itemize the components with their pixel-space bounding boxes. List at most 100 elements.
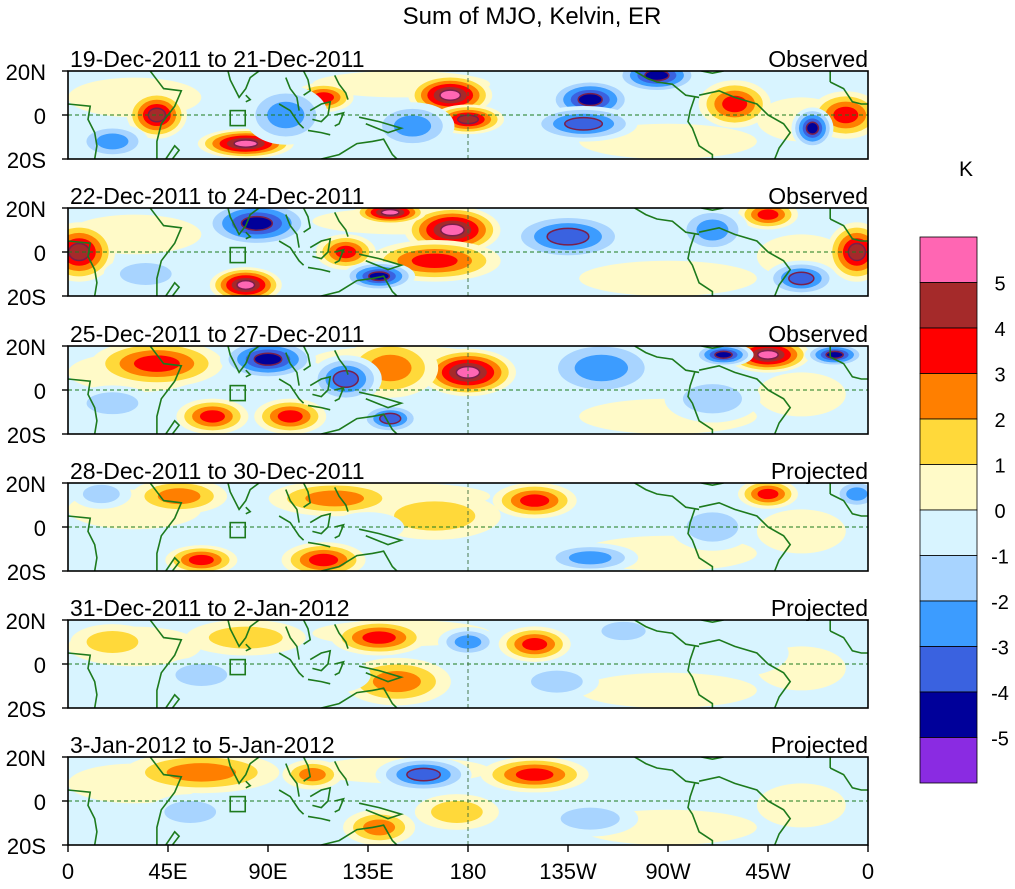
coastline — [358, 665, 404, 683]
colorbar-swatch — [919, 555, 978, 602]
coastline — [307, 404, 331, 411]
coastline — [687, 97, 714, 159]
colorbar-level-label: 1 — [994, 456, 1005, 478]
coastline — [634, 483, 700, 511]
panel-date-range: 31-Dec-2011 to 2-Jan-2012 — [70, 595, 350, 621]
anomaly-contour — [757, 349, 779, 360]
coastline — [687, 234, 714, 296]
colorbar-swatch — [919, 737, 978, 784]
colorbar-level-label: 2 — [994, 410, 1005, 432]
panel-date-range: 19-Dec-2011 to 21-Dec-2011 — [70, 46, 365, 72]
lon-tick-label: 135W — [539, 859, 597, 884]
anomaly-contour — [188, 554, 214, 566]
coastline — [829, 81, 868, 105]
coastline — [302, 757, 312, 782]
coastline — [285, 489, 300, 523]
lat-tick-label: 0 — [34, 653, 46, 678]
coastline — [302, 483, 312, 508]
coastline — [278, 103, 305, 129]
panel-status: Projected — [771, 595, 868, 621]
anomaly-contour — [825, 350, 844, 359]
panel-status: Observed — [768, 46, 868, 72]
anomaly-contour — [682, 384, 742, 414]
coastline — [302, 620, 312, 645]
lat-tick-label: 0 — [34, 790, 46, 815]
coastline — [334, 797, 345, 813]
anomaly-contour — [166, 763, 236, 782]
colorbar-level-label: -1 — [991, 547, 1009, 569]
colorbar-swatch — [919, 282, 978, 329]
coastline — [358, 116, 404, 134]
lat-tick-label: 20N — [6, 335, 46, 360]
lon-tick-label: 0 — [62, 859, 74, 884]
coastline — [307, 678, 331, 685]
coastline — [634, 208, 700, 236]
lat-tick-label: 20S — [7, 697, 46, 722]
anomaly-contour — [601, 621, 646, 641]
coastline — [165, 693, 181, 708]
coastline — [307, 129, 331, 136]
coastline — [309, 237, 332, 260]
coastline — [687, 509, 714, 571]
coastline — [307, 541, 331, 548]
coastline — [149, 346, 183, 434]
panel-status: Observed — [768, 321, 868, 347]
coastline — [68, 515, 98, 571]
coastline — [68, 789, 98, 845]
coastline — [165, 556, 181, 571]
coastline — [634, 71, 700, 99]
coastline — [285, 77, 300, 111]
region-box — [229, 384, 247, 402]
colorbar-level-label: 5 — [994, 274, 1005, 296]
anomaly-contour — [157, 488, 201, 505]
coastline — [634, 346, 700, 374]
coastline — [358, 528, 404, 546]
colorbar-swatch — [919, 464, 978, 511]
anomaly-contour — [564, 116, 604, 131]
coastline — [285, 626, 300, 660]
anomaly-contour — [788, 271, 815, 286]
coastline — [68, 378, 98, 434]
coastline — [321, 550, 398, 571]
lat-tick-label: 0 — [34, 379, 46, 404]
anomaly-patch — [756, 372, 846, 417]
colorbar-swatch — [919, 236, 978, 283]
panel-date-range: 3-Jan-2012 to 5-Jan-2012 — [70, 732, 335, 758]
anomaly-contour — [522, 638, 548, 651]
coastline — [165, 281, 181, 296]
coastline — [227, 71, 260, 99]
coastline — [321, 687, 398, 708]
lat-tick-label: 0 — [34, 104, 46, 129]
coastline — [829, 493, 868, 517]
map-panel: 20N 0 20S 28-Dec-2011 to 30-Dec-2011 Project… — [6, 458, 869, 585]
anomaly-contour — [757, 209, 779, 220]
anomaly-contour — [757, 488, 779, 500]
lat-tick-label: 20N — [6, 197, 46, 222]
anomaly-contour — [240, 215, 274, 231]
lon-tick-label: 0 — [862, 859, 874, 884]
region-box — [229, 109, 247, 127]
anomaly-patch — [756, 509, 846, 554]
lat-tick-label: 20S — [7, 560, 46, 585]
anomaly-contour — [393, 115, 432, 137]
coastline — [334, 386, 345, 402]
region-box — [229, 521, 247, 539]
coastline — [245, 369, 252, 378]
colorbar-swatch — [919, 509, 978, 556]
coastline — [333, 487, 349, 512]
coastline — [309, 649, 332, 672]
map-panel: 20N 0 20S 19-Dec-2011 to 21-Dec-2011 Observe… — [6, 46, 869, 173]
region-box — [229, 246, 247, 264]
coastline — [278, 240, 305, 266]
coastline — [165, 419, 181, 434]
coastline — [333, 212, 349, 237]
colorbar-level-label: 4 — [994, 319, 1005, 341]
coastline — [333, 761, 349, 786]
colorbar-swatch — [919, 691, 978, 738]
coastline — [687, 783, 714, 845]
coastline — [687, 646, 714, 708]
colorbar-level-label: 0 — [994, 501, 1005, 523]
coastline — [302, 71, 312, 96]
coastline — [278, 515, 305, 541]
coastline — [285, 214, 300, 248]
